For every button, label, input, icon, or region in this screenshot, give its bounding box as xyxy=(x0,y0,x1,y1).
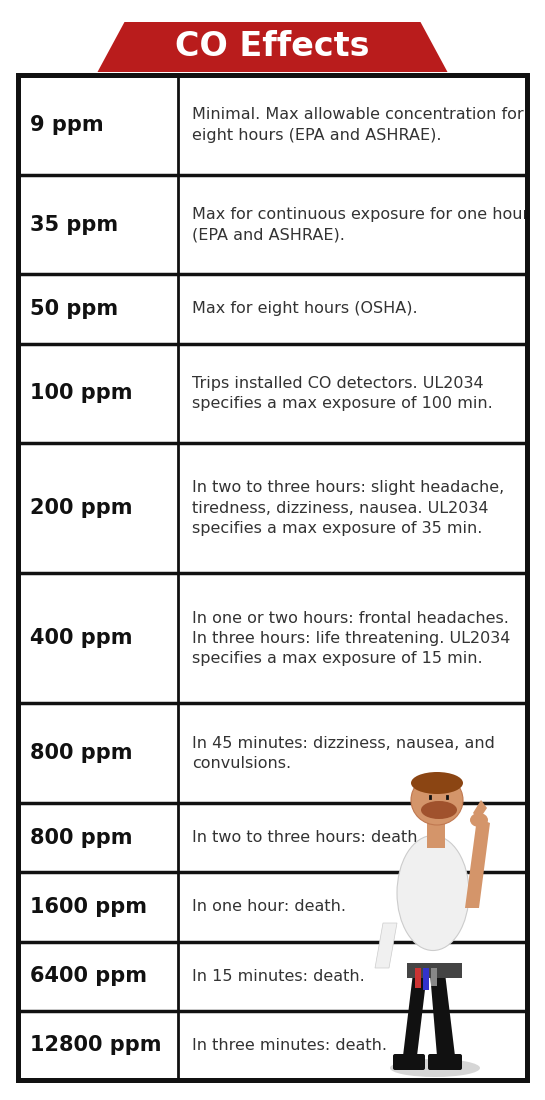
Text: Max for eight hours (OSHA).: Max for eight hours (OSHA). xyxy=(192,301,417,317)
Polygon shape xyxy=(473,800,487,820)
Text: 9 ppm: 9 ppm xyxy=(30,114,104,135)
Ellipse shape xyxy=(411,776,463,825)
Text: In two to three hours: death.: In two to three hours: death. xyxy=(192,830,422,845)
Text: CO Effects: CO Effects xyxy=(175,31,370,64)
Text: In 15 minutes: death.: In 15 minutes: death. xyxy=(192,969,365,983)
Text: Minimal. Max allowable concentration for
eight hours (EPA and ASHRAE).: Minimal. Max allowable concentration for… xyxy=(192,107,524,143)
Polygon shape xyxy=(375,923,397,968)
Ellipse shape xyxy=(470,813,488,827)
Text: 1600 ppm: 1600 ppm xyxy=(30,896,147,917)
Text: Trips installed CO detectors. UL2034
specifies a max exposure of 100 min.: Trips installed CO detectors. UL2034 spe… xyxy=(192,376,493,411)
Text: 6400 ppm: 6400 ppm xyxy=(30,966,147,987)
Bar xyxy=(415,968,421,988)
Ellipse shape xyxy=(397,836,469,950)
Bar xyxy=(407,962,462,978)
Polygon shape xyxy=(98,22,447,72)
Text: 50 ppm: 50 ppm xyxy=(30,299,118,319)
Bar xyxy=(423,968,429,990)
Polygon shape xyxy=(430,974,455,1056)
Text: 800 ppm: 800 ppm xyxy=(30,827,132,848)
Text: Max for continuous exposure for one hour
(EPA and ASHRAE).: Max for continuous exposure for one hour… xyxy=(192,207,529,242)
Text: 35 ppm: 35 ppm xyxy=(30,214,118,234)
Ellipse shape xyxy=(411,772,463,794)
Text: In 45 minutes: dizziness, nausea, and
convulsions.: In 45 minutes: dizziness, nausea, and co… xyxy=(192,736,495,771)
Text: 400 ppm: 400 ppm xyxy=(30,628,132,648)
Ellipse shape xyxy=(390,1059,480,1077)
Text: In two to three hours: slight headache,
tiredness, dizziness, nausea. UL2034
spe: In two to three hours: slight headache, … xyxy=(192,481,504,536)
FancyBboxPatch shape xyxy=(428,1054,462,1070)
Bar xyxy=(431,968,437,986)
Text: 200 ppm: 200 ppm xyxy=(30,498,132,518)
Text: In three minutes: death.: In three minutes: death. xyxy=(192,1038,387,1053)
Text: 800 ppm: 800 ppm xyxy=(30,744,132,763)
Ellipse shape xyxy=(421,801,457,820)
Text: 100 ppm: 100 ppm xyxy=(30,384,132,404)
Text: 12800 ppm: 12800 ppm xyxy=(30,1035,161,1055)
FancyBboxPatch shape xyxy=(393,1054,425,1070)
Polygon shape xyxy=(403,974,427,1056)
Text: In one or two hours: frontal headaches.
In three hours: life threatening. UL2034: In one or two hours: frontal headaches. … xyxy=(192,610,510,667)
Bar xyxy=(427,820,445,848)
Text: In one hour: death.: In one hour: death. xyxy=(192,900,346,914)
Polygon shape xyxy=(465,818,490,907)
